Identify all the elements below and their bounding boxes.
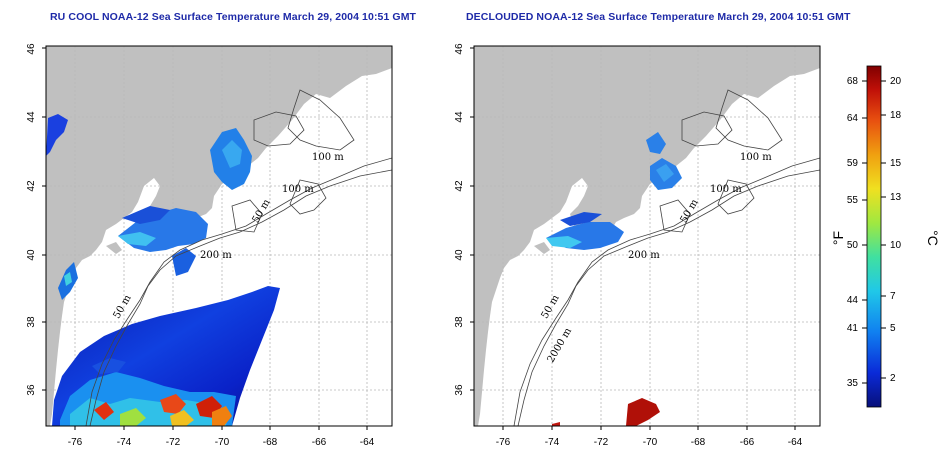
celsius-tick: 5 bbox=[890, 323, 896, 334]
colorbar: 68 64 59 55 50 44 41 35 20 18 15 13 10 7… bbox=[830, 65, 941, 408]
left-x-tick: -76 bbox=[68, 437, 83, 448]
left-x-tick: -74 bbox=[117, 437, 132, 448]
left-map-frame bbox=[45, 45, 393, 427]
colorbar-ticks bbox=[862, 80, 886, 384]
right-x-tick: -66 bbox=[740, 437, 755, 448]
right-x-tick: -76 bbox=[496, 437, 511, 448]
celsius-tick: 18 bbox=[890, 110, 902, 121]
fahrenheit-tick: 41 bbox=[847, 323, 859, 334]
left-x-tick: -70 bbox=[215, 437, 230, 448]
celsius-tick: 2 bbox=[890, 373, 896, 384]
right-contour-label-100m-b: 100 m bbox=[710, 184, 742, 195]
right-x-tick: -72 bbox=[594, 437, 609, 448]
celsius-tick: 20 bbox=[890, 76, 902, 87]
right-y-tick: 44 bbox=[454, 111, 465, 123]
colorbar-celsius-labels: 20 18 15 13 10 7 5 2 bbox=[890, 76, 902, 384]
colorbar-scale bbox=[866, 65, 882, 408]
celsius-unit-label: °C bbox=[925, 230, 941, 246]
right-y-axis-labels: 36 38 40 42 44 46 bbox=[454, 43, 465, 396]
right-y-tick: 36 bbox=[454, 384, 465, 396]
left-sst-data bbox=[46, 114, 280, 426]
right-map-panel: 100 m 100 m 50 m 200 m 50 m 2000 m -76 -… bbox=[454, 43, 821, 448]
right-y-tick: 46 bbox=[454, 43, 465, 55]
right-tick-marks bbox=[470, 47, 796, 430]
right-y-tick: 42 bbox=[454, 180, 465, 192]
left-y-tick: 36 bbox=[26, 384, 37, 396]
left-x-tick: -64 bbox=[360, 437, 375, 448]
left-contour-label-200m: 200 m bbox=[200, 250, 232, 261]
left-y-tick: 46 bbox=[26, 43, 37, 55]
celsius-tick: 13 bbox=[890, 192, 902, 203]
left-x-tick: -72 bbox=[166, 437, 181, 448]
fahrenheit-tick: 35 bbox=[847, 378, 859, 389]
left-tick-marks bbox=[42, 47, 368, 430]
right-contour-label-100m-a: 100 m bbox=[740, 152, 772, 163]
celsius-tick: 15 bbox=[890, 158, 902, 169]
left-x-tick: -68 bbox=[263, 437, 278, 448]
right-contours bbox=[513, 89, 820, 426]
left-x-axis-labels: -76 -74 -72 -70 -68 -66 -64 bbox=[68, 437, 375, 448]
fahrenheit-tick: 55 bbox=[847, 195, 859, 206]
right-x-tick: -74 bbox=[545, 437, 560, 448]
celsius-tick: 7 bbox=[890, 291, 896, 302]
fahrenheit-tick: 59 bbox=[847, 158, 859, 169]
left-y-tick: 42 bbox=[26, 180, 37, 192]
left-y-tick: 40 bbox=[26, 249, 37, 261]
fahrenheit-tick: 50 bbox=[847, 240, 859, 251]
left-y-axis-labels: 36 38 40 42 44 46 bbox=[26, 43, 37, 396]
right-x-tick: -70 bbox=[643, 437, 658, 448]
colorbar-fahrenheit-labels: 68 64 59 55 50 44 41 35 bbox=[847, 76, 859, 389]
left-contour-label-100m-a: 100 m bbox=[312, 152, 344, 163]
fahrenheit-tick: 64 bbox=[847, 113, 859, 124]
right-panel-title: DECLOUDED NOAA-12 Sea Surface Temperatur… bbox=[466, 11, 851, 23]
left-y-tick: 44 bbox=[26, 111, 37, 123]
left-panel-title: RU COOL NOAA-12 Sea Surface Temperature … bbox=[50, 11, 417, 23]
celsius-tick: 10 bbox=[890, 240, 902, 251]
right-x-tick: -68 bbox=[691, 437, 706, 448]
right-sst-data bbox=[546, 132, 682, 426]
right-x-axis-labels: -76 -74 -72 -70 -68 -66 -64 bbox=[496, 437, 803, 448]
right-map-frame bbox=[473, 45, 821, 427]
right-contour-label-200m: 200 m bbox=[628, 250, 660, 261]
left-contours bbox=[85, 89, 392, 426]
left-y-tick: 38 bbox=[26, 316, 37, 328]
right-y-tick: 38 bbox=[454, 316, 465, 328]
left-x-tick: -66 bbox=[312, 437, 327, 448]
left-contour-label-100m-b: 100 m bbox=[282, 184, 314, 195]
fahrenheit-tick: 44 bbox=[847, 295, 859, 306]
right-y-tick: 40 bbox=[454, 249, 465, 261]
right-x-tick: -64 bbox=[788, 437, 803, 448]
fahrenheit-tick: 68 bbox=[847, 76, 859, 87]
left-map-panel: 100 m 100 m 50 m 200 m 50 m -76 -74 -72 … bbox=[26, 43, 393, 448]
fahrenheit-unit-label: °F bbox=[830, 231, 846, 245]
